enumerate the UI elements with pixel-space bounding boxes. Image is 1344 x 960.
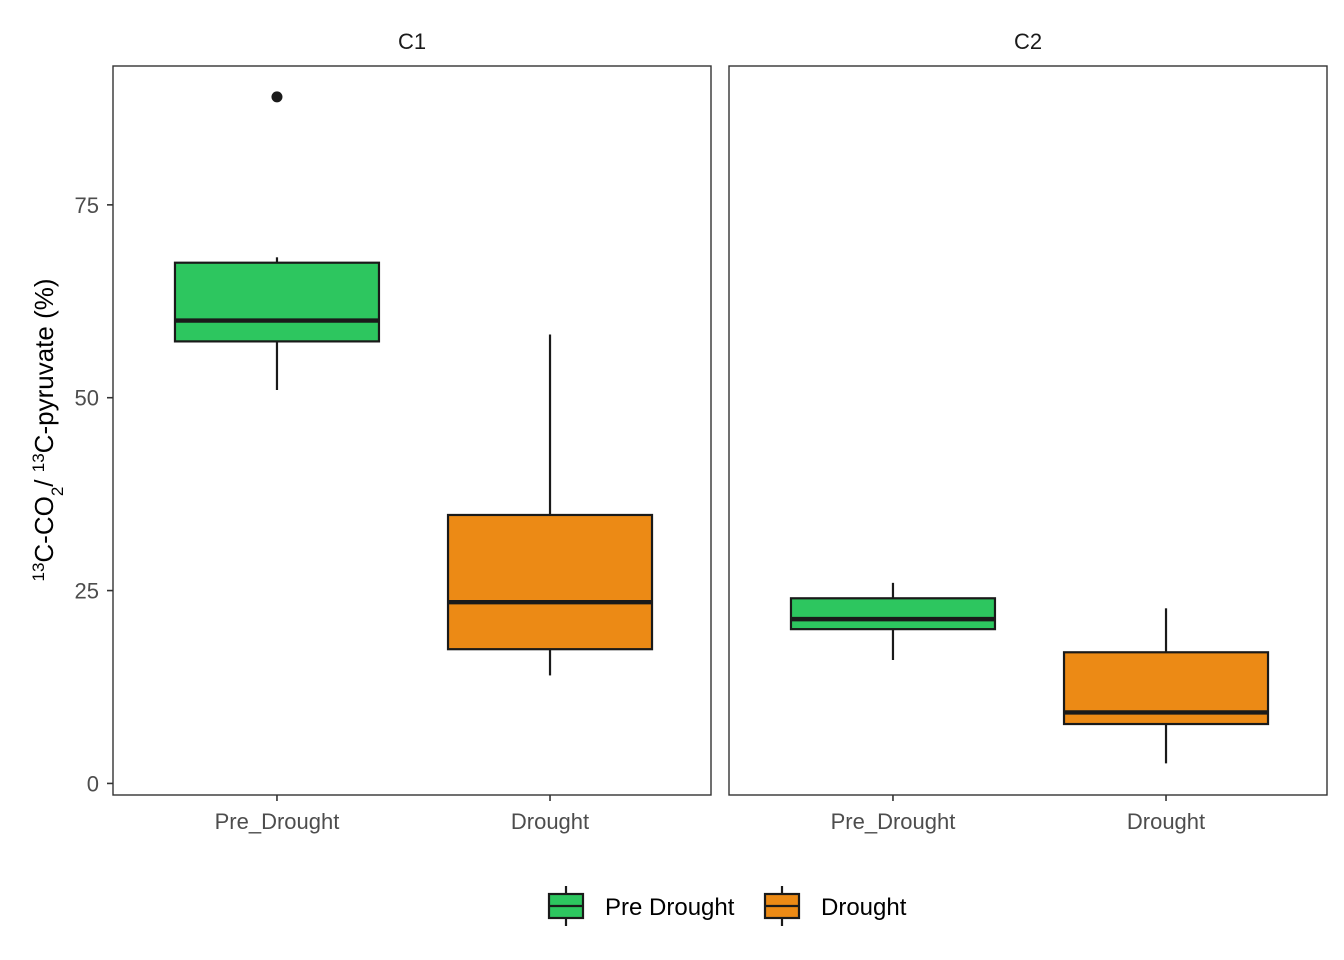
- box-c2-pre-drought: [789, 582, 997, 660]
- legend-key-drought: Drought: [763, 886, 907, 926]
- legend-label: Drought: [821, 894, 907, 921]
- legend: Pre Drought Drought: [547, 886, 907, 926]
- x-tick-label: Drought: [511, 809, 589, 834]
- legend-key-pre-drought: Pre Drought: [547, 886, 735, 926]
- y-tick-label-0: 0: [87, 771, 99, 796]
- box-c1-pre-drought: [173, 91, 381, 390]
- facet-strip-label: C2: [1014, 29, 1042, 54]
- y-tick-label-75: 75: [75, 193, 99, 218]
- box-iqr: [446, 513, 654, 651]
- x-tick-label: Pre_Drought: [831, 809, 956, 834]
- panel-border: [112, 65, 712, 796]
- legend-label: Pre Drought: [605, 894, 735, 921]
- facet-panel-c2: C2 Pre_Drought Drought: [728, 29, 1328, 834]
- x-tick-label: Pre_Drought: [215, 809, 340, 834]
- y-axis-label: 13C-CO2/ 13C-pyruvate (%): [29, 278, 67, 581]
- y-tick-label-50: 50: [75, 386, 99, 411]
- box-c2-drought: [1062, 608, 1270, 764]
- x-tick-label: Drought: [1127, 809, 1205, 834]
- facet-strip-label: C1: [398, 29, 426, 54]
- facet-panel-c1: C1 Pre_Drought Drought: [112, 29, 712, 834]
- box-iqr: [173, 261, 381, 343]
- outlier-point: [271, 91, 283, 103]
- y-tick-label-25: 25: [75, 579, 99, 604]
- box-c1-drought: [446, 334, 654, 676]
- box-iqr: [789, 597, 997, 631]
